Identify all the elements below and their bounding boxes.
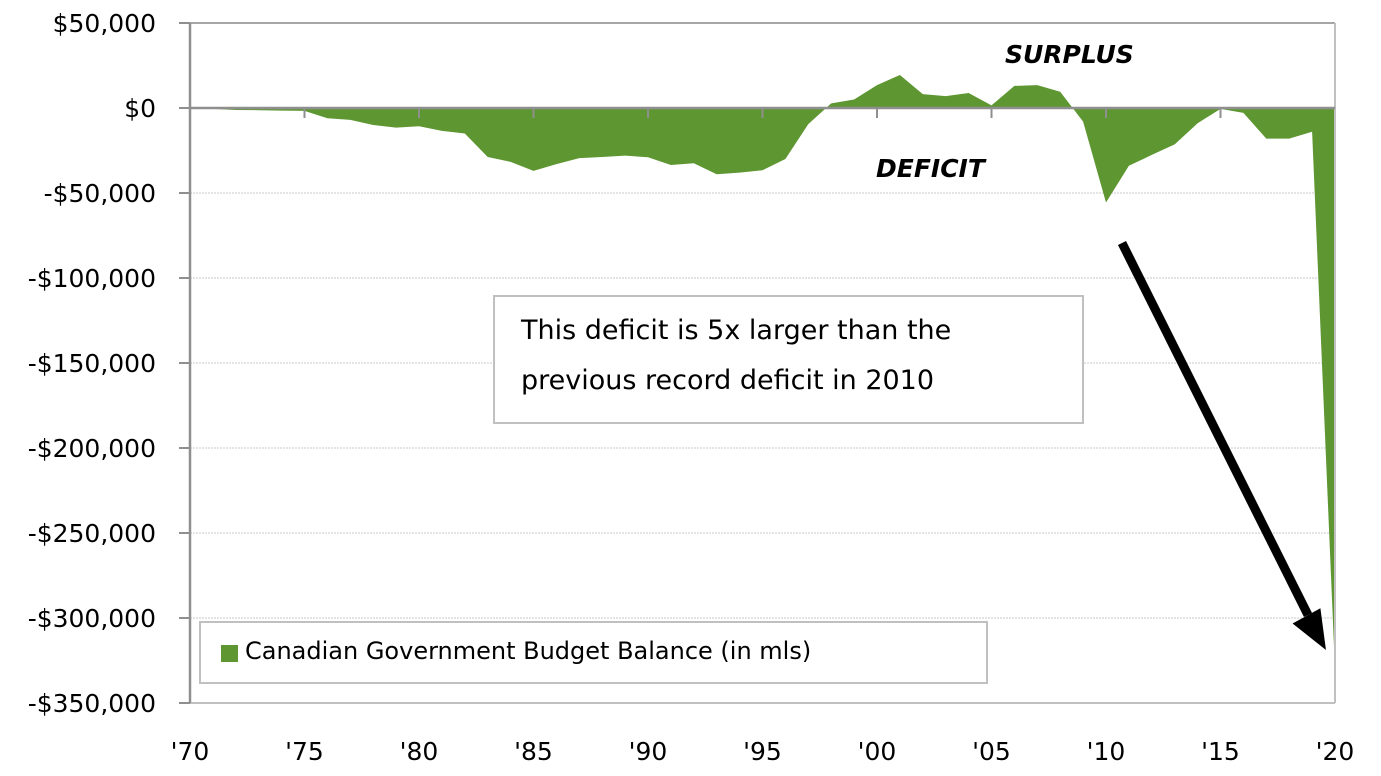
y-tick-label: -$250,000 <box>28 519 156 548</box>
annotation-callout: This deficit is 5x larger than the previ… <box>493 295 1084 424</box>
x-tick-label: '00 <box>858 737 897 766</box>
callout-text-line-2: previous record deficit in 2010 <box>521 365 935 396</box>
deficit-label: DEFICIT <box>876 154 987 183</box>
y-axis-ticks: $50,000 $0 -$50,000 -$100,000 -$150,000 -$200… <box>28 9 190 718</box>
x-tick-label: '70 <box>171 737 210 766</box>
x-tick-label: '80 <box>400 737 439 766</box>
legend-label: Canadian Government Budget Balance (in m… <box>245 637 812 665</box>
y-tick-label: $0 <box>124 94 156 123</box>
x-tick-label: '75 <box>285 737 324 766</box>
x-tick-label: '15 <box>1201 737 1240 766</box>
legend-swatch <box>221 645 238 662</box>
x-tick-label: '90 <box>629 737 668 766</box>
x-tick-label: '20 <box>1316 737 1355 766</box>
x-axis-ticks: '70 '75 '80 '85 '90 '95 '00 '05 '10 '15 '20 <box>171 108 1355 766</box>
arrow-icon <box>1117 240 1326 650</box>
x-tick-label: '95 <box>743 737 782 766</box>
arrow-shaft <box>1117 240 1313 618</box>
y-tick-label: $50,000 <box>53 9 156 38</box>
y-tick-label: -$50,000 <box>44 179 156 208</box>
arrow-head <box>1292 608 1326 650</box>
y-tick-label: -$200,000 <box>28 434 156 463</box>
x-tick-label: '85 <box>514 737 553 766</box>
x-tick-label: '10 <box>1087 737 1126 766</box>
y-tick-label: -$300,000 <box>28 604 156 633</box>
y-tick-label: -$150,000 <box>28 349 156 378</box>
surplus-label: SURPLUS <box>1005 40 1134 69</box>
y-tick-label: -$100,000 <box>28 264 156 293</box>
x-tick-label: '05 <box>972 737 1011 766</box>
y-tick-label: -$350,000 <box>28 689 156 718</box>
callout-text-line-1: This deficit is 5x larger than the <box>521 315 952 346</box>
legend: Canadian Government Budget Balance (in m… <box>199 621 988 684</box>
